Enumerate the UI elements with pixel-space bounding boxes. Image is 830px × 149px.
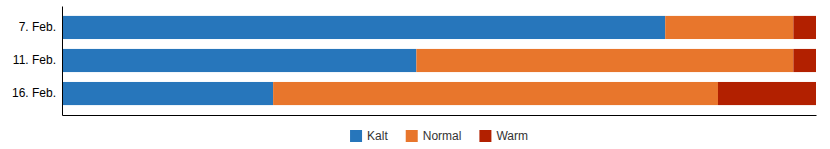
x-axis [63,115,817,116]
legend-swatch [479,130,491,142]
bar [416,49,793,72]
bars [62,16,816,105]
legend-item: Kalt [350,129,388,143]
legend-label: Warm [496,129,528,143]
bar [273,82,718,105]
bar [62,49,416,72]
y-tick-label: 11. Feb. [13,53,56,67]
legend-label: Normal [423,129,462,143]
bar [793,49,816,72]
series [273,16,793,105]
chart: 7. Feb. 11. Feb. 16. Feb. Kalt Normal Warm [0,0,830,149]
legend: Kalt Normal Warm [350,129,528,143]
legend-swatch [350,130,362,142]
legend-item: Warm [479,129,528,143]
series [718,16,816,105]
y-tick-label: 7. Feb. [19,20,56,34]
legend-item: Normal [406,129,462,143]
y-tick: 7. Feb. [19,20,56,34]
y-axis: 7. Feb. 11. Feb. 16. Feb. [12,7,63,116]
plot: 7. Feb. 11. Feb. 16. Feb. [12,7,817,116]
y-tick-label: 16. Feb. [12,86,56,100]
x-axis-line [63,115,817,116]
legend-swatch [406,130,418,142]
y-axis-line [62,7,63,116]
bar [793,16,816,39]
bar [665,16,793,39]
y-tick: 11. Feb. [13,53,56,67]
legend-label: Kalt [367,129,388,143]
bar [62,16,665,39]
bar [718,82,816,105]
y-tick: 16. Feb. [12,86,56,100]
bar [62,82,273,105]
